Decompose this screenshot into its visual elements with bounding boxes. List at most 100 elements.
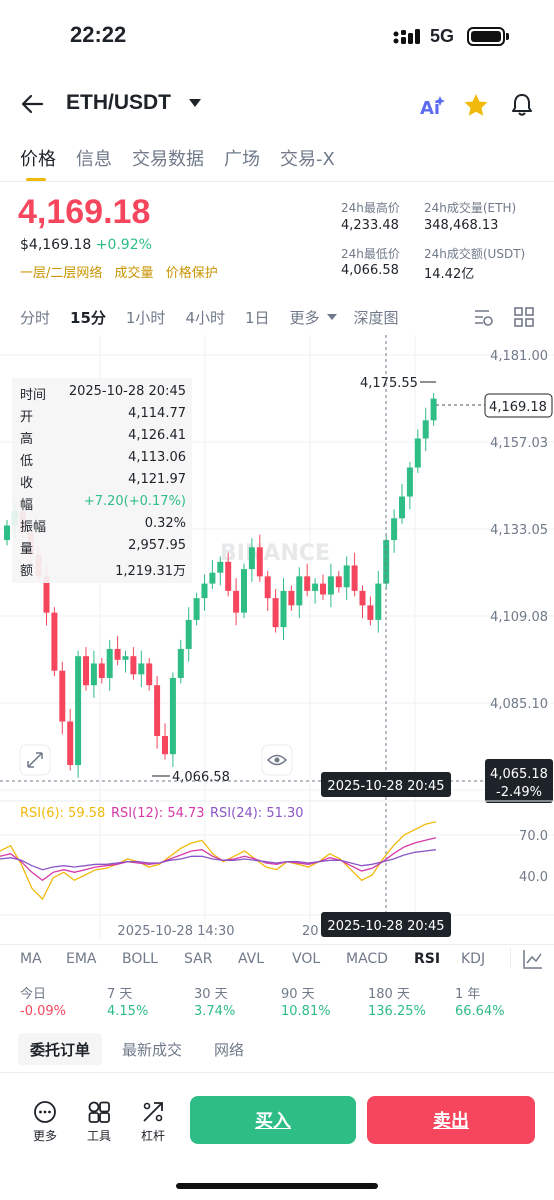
tab-trading-data[interactable]: 交易数据 (132, 149, 204, 170)
candle-body (280, 590, 287, 628)
status-time: 22:22 (70, 22, 127, 47)
tooltip-open: 4,114.77 (128, 406, 186, 421)
tooltip-high-row: 高 4,126.41 (20, 428, 186, 447)
ind-boll[interactable]: BOLL (122, 951, 158, 967)
perf-value-today: -0.09% (20, 1004, 66, 1019)
candle-body (162, 736, 168, 755)
tooltip-amp-label: 振幅 (20, 520, 47, 535)
indicator-chart-icon[interactable] (522, 948, 544, 970)
candle-body (383, 540, 390, 584)
x-axis-label-2: 20 (302, 924, 319, 939)
interval-1h[interactable]: 1小时 (125, 309, 166, 327)
candle-body (351, 565, 358, 591)
tooltip-amount-label: 额 (20, 564, 34, 579)
ind-vol[interactable]: VOL (292, 951, 321, 967)
tab-info[interactable]: 信息 (76, 149, 112, 170)
ind-rsi[interactable]: RSI (414, 951, 441, 967)
crosshair-time-tag (321, 772, 451, 797)
pair-title[interactable]: ETH/USDT (66, 91, 171, 114)
candle-body (256, 547, 263, 577)
leverage-action[interactable]: 杠杆 (133, 1100, 173, 1144)
candle-body (75, 656, 82, 766)
tab-latest-trades[interactable]: 最新成交 (122, 1041, 183, 1059)
more-caret-icon[interactable] (326, 312, 338, 322)
stat-vol-usdt-label: 24h成交额(USDT) (424, 247, 526, 261)
interval-4h[interactable]: 4小时 (185, 309, 225, 327)
interval-depth[interactable]: 深度图 (353, 309, 399, 327)
candle-body (154, 685, 161, 737)
tab-network[interactable]: 网络 (214, 1041, 245, 1059)
candle-body (217, 561, 224, 573)
back-arrow-icon[interactable] (20, 93, 44, 115)
tooltip-time: 2025-10-28 20:45 (68, 384, 186, 399)
eye-icon[interactable] (261, 744, 293, 776)
battery-icon (467, 27, 505, 46)
sell-button[interactable]: 卖出 (367, 1096, 535, 1144)
crosshair-time-tag-rsi (321, 912, 451, 937)
candle-body (359, 590, 366, 606)
ai-icon[interactable]: Ai (418, 94, 446, 118)
ind-macd[interactable]: MACD (346, 951, 388, 967)
tab-price[interactable]: 价格 (20, 145, 56, 181)
candle-body (90, 663, 97, 686)
candle-body (264, 576, 271, 599)
tooltip-range-label: 幅 (20, 498, 34, 513)
ind-avl[interactable]: AVL (238, 951, 265, 967)
bell-icon[interactable] (510, 92, 534, 118)
tooltip-amp: 0.32% (144, 516, 186, 531)
interval-15m[interactable]: 15分 (70, 309, 106, 327)
price-change: +0.92% (95, 237, 152, 253)
link-volume[interactable]: 成交量 (114, 266, 154, 281)
ind-ma[interactable]: MA (20, 951, 42, 967)
expand-icon[interactable] (19, 744, 51, 776)
perf-label-180d: 180 天 (368, 987, 410, 1002)
candle-body (304, 576, 311, 591)
tab-open-orders[interactable]: 委托订单 (18, 1033, 103, 1065)
candle-body (320, 583, 326, 595)
tooltip-amp-row: 振幅 0.32% (20, 516, 186, 535)
caret-down-icon[interactable] (188, 98, 202, 108)
candle-body (51, 612, 58, 671)
candle-body (422, 420, 429, 439)
ind-kdj[interactable]: KDJ (461, 951, 486, 967)
tooltip-vol-label: 量 (20, 542, 34, 557)
more-action[interactable]: 更多 (25, 1100, 65, 1144)
candle-body (248, 547, 255, 570)
tab-trade-x[interactable]: 交易-X (280, 149, 335, 170)
link-layer-network[interactable]: 一层/二层网络 (20, 266, 103, 281)
favorite-star-icon[interactable] (463, 93, 489, 117)
interval-1d[interactable]: 1日 (244, 309, 270, 327)
link-price-protection[interactable]: 价格保护 (165, 266, 218, 281)
grid-layout-icon[interactable] (514, 307, 534, 327)
interval-more[interactable]: 更多 (289, 309, 320, 327)
min-price-label: 4,066.58 (172, 770, 230, 785)
interval-time[interactable]: 分时 (20, 309, 51, 327)
candle-body (391, 518, 398, 541)
ind-sar[interactable]: SAR (184, 951, 213, 967)
price-tick-2: 4,133.05 (490, 523, 548, 538)
candlestick-chart[interactable]: BINANCE 4,181.00 4,157.03 4,133.05 4,109… (0, 335, 554, 940)
candle-body (406, 467, 413, 497)
price-tick-0: 4,181.00 (490, 349, 548, 364)
candle-body (43, 576, 50, 613)
perf-label-7d: 7 天 (107, 987, 133, 1002)
crosshair-time: 2025-10-28 20:45 (327, 779, 444, 794)
tools-action[interactable]: 工具 (79, 1100, 119, 1144)
leverage-label: 杠杆 (140, 1129, 165, 1143)
stat-vol-usdt: 14.42亿 (424, 267, 475, 282)
perf-label-today: 今日 (20, 987, 47, 1002)
buy-button[interactable]: 买入 (190, 1096, 356, 1144)
tools-grid-icon (88, 1101, 110, 1123)
tooltip-low-label: 低 (20, 454, 34, 469)
candle-body (67, 721, 74, 766)
price-usd-row: $4,169.18 +0.92% (20, 237, 152, 253)
price-tick-1: 4,157.03 (490, 436, 548, 451)
candle-body (375, 583, 382, 620)
rsi24-line (0, 849, 437, 871)
tooltip-high: 4,126.41 (128, 428, 186, 443)
signal-icon (393, 29, 420, 44)
tooltip-time-label: 时间 (20, 388, 47, 403)
ind-ema[interactable]: EMA (66, 951, 97, 967)
chart-settings-icon[interactable] (473, 307, 495, 327)
tab-square[interactable]: 广场 (224, 149, 260, 170)
